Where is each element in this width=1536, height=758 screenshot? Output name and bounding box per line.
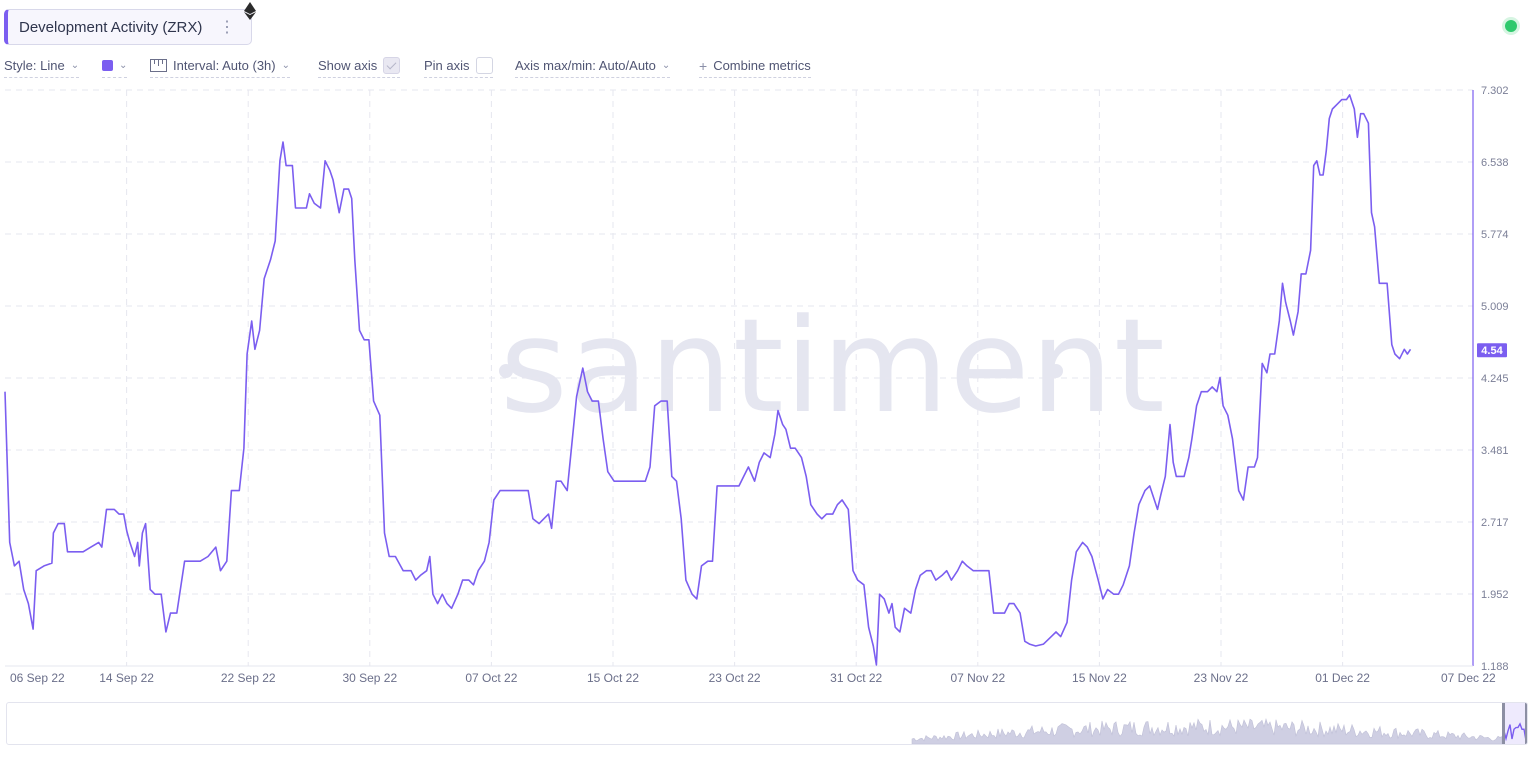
- axis-maxmin-label: Axis max/min: Auto/Auto: [515, 58, 656, 73]
- line-chart[interactable]: 7.302 6.538 5.774 5.009 4.245 3.481 2.717 1.952…: [0, 80, 1536, 692]
- show-axis-checkbox[interactable]: [383, 57, 401, 74]
- navigator-overview-area: [911, 718, 1503, 744]
- last-value-label: 4.54: [1481, 345, 1503, 357]
- x-tick-label: 07 Dec 22: [1441, 671, 1496, 685]
- chart-navigator[interactable]: [6, 702, 1528, 745]
- kebab-menu-icon[interactable]: ⋮: [219, 19, 235, 36]
- x-tick-label: 06 Sep 22: [10, 671, 65, 685]
- show-axis-toggle[interactable]: Show axis: [318, 54, 401, 78]
- y-tick-label: 2.717: [1481, 517, 1509, 529]
- x-tick-label: 14 Sep 22: [99, 671, 154, 685]
- x-tick-label: 15 Oct 22: [587, 671, 639, 685]
- interval-dropdown[interactable]: Interval: Auto (3h) ⌄: [150, 54, 291, 78]
- pin-axis-checkbox[interactable]: [475, 57, 493, 74]
- navigator-selected-line: [1503, 722, 1527, 742]
- x-tick-label: 22 Sep 22: [221, 671, 276, 685]
- color-swatch: [102, 60, 113, 71]
- chevron-down-icon: ⌄: [70, 60, 80, 71]
- style-dropdown[interactable]: Style: Line ⌄: [4, 54, 80, 78]
- axis-maxmin-dropdown[interactable]: Axis max/min: Auto/Auto ⌄: [515, 54, 671, 78]
- ruler-icon: [150, 59, 167, 72]
- chevron-down-icon: ⌄: [661, 60, 671, 71]
- pin-axis-label: Pin axis: [424, 58, 470, 73]
- x-tick-label: 23 Oct 22: [709, 671, 761, 685]
- x-tick-label: 15 Nov 22: [1072, 671, 1127, 685]
- ethereum-icon: [244, 2, 256, 20]
- status-dot-icon: [1505, 20, 1517, 32]
- color-picker[interactable]: ⌄: [102, 54, 128, 78]
- plus-icon: +: [699, 57, 708, 74]
- x-tick-label: 23 Nov 22: [1194, 671, 1249, 685]
- chevron-down-icon: ⌄: [281, 60, 291, 71]
- metric-title: Development Activity (ZRX): [19, 18, 203, 36]
- x-tick-label: 07 Nov 22: [950, 671, 1005, 685]
- metric-selector[interactable]: Development Activity (ZRX) ⋮: [4, 9, 252, 45]
- x-tick-label: 30 Sep 22: [342, 671, 397, 685]
- chart-toolbar: Style: Line ⌄ ⌄ Interval: Auto (3h) ⌄ Sh…: [4, 54, 844, 78]
- y-tick-label: 6.538: [1481, 157, 1509, 169]
- interval-label: Interval: Auto (3h): [173, 58, 276, 73]
- chevron-down-icon: ⌄: [119, 60, 128, 71]
- x-tick-label: 07 Oct 22: [465, 671, 517, 685]
- show-axis-label: Show axis: [318, 58, 378, 73]
- y-tick-label: 5.774: [1481, 229, 1509, 241]
- y-tick-label: 7.302: [1481, 85, 1509, 97]
- series-line: [4, 94, 1412, 666]
- y-tick-label: 1.952: [1481, 589, 1509, 601]
- y-tick-label: 5.009: [1481, 301, 1509, 313]
- x-tick-label: 31 Oct 22: [830, 671, 882, 685]
- combine-metrics-button[interactable]: + Combine metrics: [699, 54, 811, 78]
- y-tick-label: 4.245: [1481, 373, 1509, 385]
- navigator-overview: [911, 718, 1527, 744]
- y-tick-label: 1.188: [1481, 661, 1509, 673]
- navigator-selection-handle[interactable]: [1502, 703, 1527, 744]
- pin-axis-toggle[interactable]: Pin axis: [424, 54, 493, 78]
- combine-metrics-label: Combine metrics: [713, 58, 811, 73]
- style-label: Style: Line: [4, 58, 65, 73]
- y-tick-label: 3.481: [1481, 445, 1509, 457]
- last-value-badge: [1477, 343, 1507, 358]
- x-tick-label: 01 Dec 22: [1315, 671, 1370, 685]
